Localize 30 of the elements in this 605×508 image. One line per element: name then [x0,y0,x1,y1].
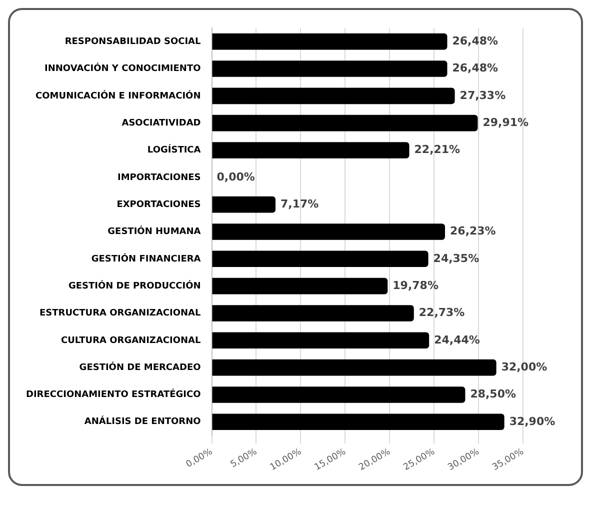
data-label: 22,21% [414,143,460,156]
y-tick-label: GESTIÓN FINANCIERA [91,252,201,264]
y-tick-label: INNOVACIÓN Y CONOCIMIENTO [44,62,202,74]
y-tick-label: ANÁLISIS DE ENTORNO [84,415,202,428]
y-tick-label: ASOCIATIVIDAD [122,118,201,128]
data-label: 32,00% [501,360,548,374]
y-tick-label: GESTIÓN HUMANA [108,225,201,238]
data-label: 28,50% [470,388,516,401]
y-tick-label: DIRECCIONAMIENTO ESTRATÉGICO [26,388,202,400]
data-label: 26,23% [450,224,496,238]
y-tick-label: ESTRUCTURA ORGANIZACIONAL [40,308,202,319]
data-label: 0,00% [216,170,255,184]
y-tick-label: LOGÍSTICA [147,144,201,156]
data-label: 24,35% [433,252,480,265]
y-tick-label: GESTIÓN DE MERCADEO [79,360,202,373]
data-label: 32,90% [509,414,556,428]
data-label: 26,48% [452,62,498,75]
y-tick-label: CULTURA ORGANIZACIONAL [60,336,202,346]
y-tick-label: IMPORTACIONES [118,172,201,183]
y-tick-label: GESTIÓN DE PRODUCCIÓN [68,279,201,292]
data-label: 19,78% [392,278,438,292]
data-label: 24,44% [434,333,480,346]
y-tick-label: COMUNICACIÓN E INFORMACIÓN [36,89,201,102]
y-tick-label: RESPONSABILIDAD SOCIAL [64,36,202,47]
data-label: 26,48% [452,34,498,48]
data-label: 27,33% [460,88,506,102]
data-label: 22,73% [418,306,465,320]
y-tick-label: EXPORTACIONES [116,200,201,210]
data-label: 7,17% [280,197,319,210]
data-label: 29,91% [482,116,529,129]
